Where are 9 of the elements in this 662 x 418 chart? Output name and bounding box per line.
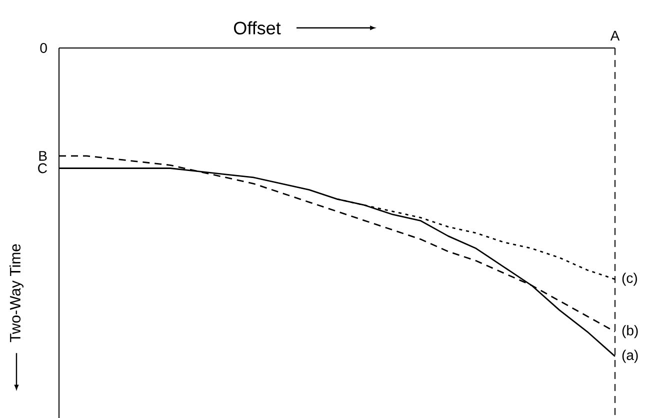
series-label: (c) — [622, 272, 637, 286]
series-label: (a) — [622, 350, 638, 363]
text: 0 — [40, 43, 47, 53]
text: C — [38, 163, 47, 174]
series-label: (b) — [622, 325, 638, 338]
y-axis-title: Two-Way Time — [9, 244, 24, 342]
text: B — [39, 151, 47, 161]
text: A — [610, 30, 620, 40]
x-axis-title: Offset — [234, 21, 281, 34]
